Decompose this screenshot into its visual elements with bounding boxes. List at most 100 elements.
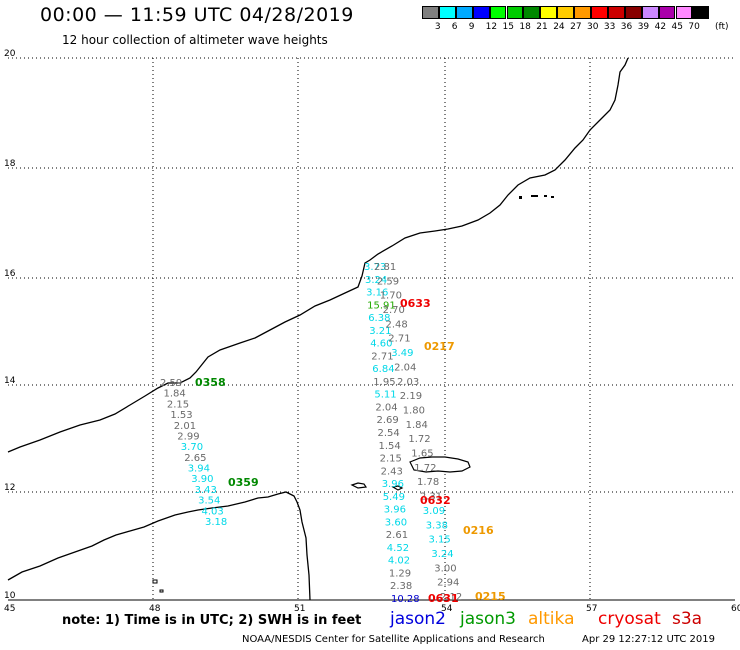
wave-height-value: 6.38 (368, 313, 390, 324)
color-scale-unit: (ft) (715, 22, 729, 32)
wave-height-value: 2.15 (380, 454, 402, 465)
wave-height-value: 4.03 (202, 506, 224, 517)
color-scale-label: 12 (485, 22, 498, 32)
wave-height-value: 15.91 (367, 300, 396, 311)
color-scale-swatch (692, 6, 710, 19)
wave-height-value: 2.19 (400, 391, 422, 402)
satellite-legend-jason3: jason3 (460, 609, 516, 629)
wave-height-value: 3.43 (195, 485, 217, 496)
color-scale-swatch (472, 6, 490, 19)
color-scale-swatch (658, 6, 676, 19)
wave-height-value: 2.01 (174, 421, 196, 432)
wave-height-value: 2.59 (377, 276, 399, 287)
pass-time-label: 0631 (428, 592, 459, 605)
wave-height-value: 3.38 (426, 520, 448, 531)
wave-height-value: 1.54 (379, 441, 401, 452)
color-scale-swatch (557, 6, 575, 19)
satellite-legend-s3a: s3a (672, 609, 703, 629)
color-scale-swatch (438, 6, 456, 19)
coastline (7, 57, 629, 601)
wave-height-value: 1.72 (408, 434, 430, 445)
color-scale-swatch (506, 6, 524, 19)
wave-height-value: 3.00 (434, 563, 456, 574)
color-scale-label: 45 (671, 22, 683, 32)
wave-height-value: 3.96 (384, 505, 406, 516)
wave-height-value: 2.59 (160, 378, 182, 389)
longitude-label: 60 (731, 604, 740, 614)
wave-height-value: 4.52 (387, 543, 409, 554)
wave-height-value: 3.90 (191, 474, 213, 485)
wave-height-value: 2.43 (381, 466, 403, 477)
color-scale-label: 42 (654, 22, 667, 32)
axis-labels: 20 18 16 14 12 10 45 48 51 54 57 60 (4, 49, 740, 614)
wave-height-value: 2.38 (390, 581, 412, 592)
footer-credit: NOAA/NESDIS Center for Satellite Applica… (242, 634, 545, 645)
wave-height-value: 2.99 (177, 432, 199, 443)
latitude-label: 18 (4, 159, 16, 169)
wave-height-value: 3.94 (188, 464, 210, 475)
wave-height-value: 3.15 (429, 535, 451, 546)
color-scale-label: 30 (587, 22, 599, 32)
color-scale-label: 18 (519, 22, 531, 32)
wave-height-value: 3.24 (431, 549, 453, 560)
latitude-label: 14 (4, 376, 16, 386)
wave-height-value: 3.73 (364, 262, 386, 273)
pass-time-label: 0216 (463, 524, 494, 537)
pass-time-label: 0359 (228, 476, 259, 489)
color-scale-label: 3 (434, 22, 441, 32)
wave-height-value: 3.16 (366, 288, 388, 299)
wave-height-value: 2.03 (397, 377, 419, 388)
latitude-label: 10 (4, 591, 16, 601)
color-scale-swatch (641, 6, 659, 19)
color-scale-label: 33 (603, 22, 616, 32)
color-scale-label: 36 (620, 22, 633, 32)
wave-height-value: 2.70 (383, 305, 405, 316)
longitude-label: 54 (441, 604, 453, 614)
pass-time-label: 0633 (400, 297, 431, 310)
wave-height-value: 2.12 (440, 592, 462, 603)
wave-height-value: 1.53 (170, 410, 192, 421)
perim-islet (152, 579, 164, 593)
wave-height-value: 5.11 (374, 390, 396, 401)
wave-height-value: 1.78 (417, 477, 439, 488)
color-scale-swatch (455, 6, 473, 19)
color-scale-label: 9 (468, 22, 475, 32)
color-scale-swatch (489, 6, 507, 19)
wave-height-value: 1.65 (411, 449, 433, 460)
latitude-label: 20 (4, 49, 16, 59)
wave-height-value: 2.31 (420, 492, 442, 503)
color-scale-swatch (422, 6, 439, 19)
wave-height-value: 3.21 (369, 326, 391, 337)
wave-height-value: 10.28 (391, 594, 420, 605)
color-scale-swatch (591, 6, 608, 19)
color-scale-label: 21 (536, 22, 548, 32)
wave-height-value: 1.70 (380, 291, 402, 302)
brothers-islet (391, 485, 404, 491)
footer-generated-time: Apr 29 12:27:12 UTC 2019 (582, 634, 715, 645)
wave-height-value: 2.81 (374, 262, 396, 273)
color-scale-swatch (540, 6, 558, 19)
longitude-label: 45 (4, 604, 15, 614)
wave-height-value: 1.80 (403, 406, 425, 417)
color-scale-label: 15 (502, 22, 514, 32)
longitude-label: 48 (149, 604, 161, 614)
wave-height-value: 3.60 (385, 517, 407, 528)
wave-height-value: 3.70 (181, 442, 203, 453)
socotra-island (409, 456, 471, 473)
abd-al-kuri-island (350, 482, 368, 489)
satellite-legend-altika: altika (528, 609, 575, 629)
kuria-muria-islands (519, 195, 554, 199)
wave-height-value: 1.72 (414, 463, 436, 474)
arabian-coastline (7, 491, 311, 601)
yemen-oman-coastline (7, 57, 629, 453)
page-subtitle: 12 hour collection of altimeter wave hei… (62, 33, 328, 47)
wave-height-value: 2.65 (184, 453, 206, 464)
wave-height-value: 2.71 (388, 334, 410, 345)
wave-height-values: 2.591.842.151.532.012.993.702.653.943.90… (160, 262, 462, 605)
color-scale-label: 39 (637, 22, 650, 32)
pass-time-label: 0217 (424, 340, 455, 353)
longitude-label: 51 (294, 604, 305, 614)
color-scale-swatch (624, 6, 642, 19)
color-scale-label: 6 (451, 22, 458, 32)
